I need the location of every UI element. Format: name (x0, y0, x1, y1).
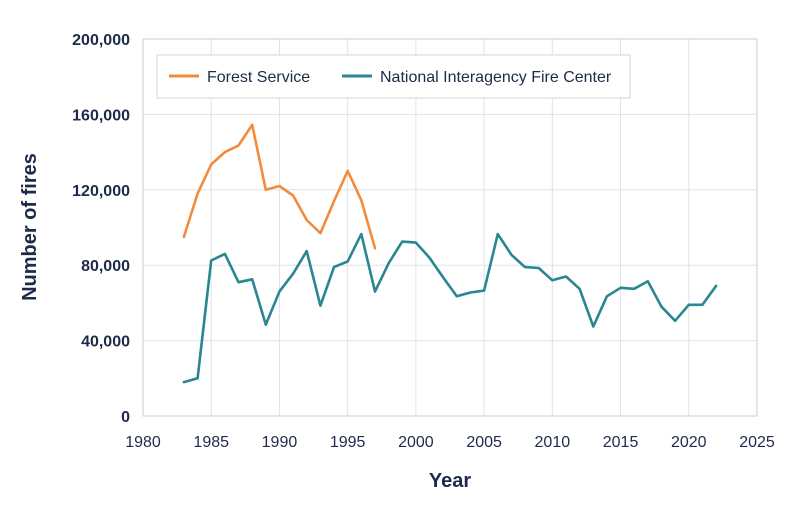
legend-label-forest-service: Forest Service (207, 69, 310, 86)
plot-area-frame (142, 38, 758, 417)
x-tick-label: 2010 (535, 434, 571, 451)
series-line-forest-service (182, 123, 377, 250)
y-axis-ticks: 0 40,000 80,000 120,000 160,000 200,000 (72, 32, 130, 426)
series-layer (182, 123, 718, 384)
y-tick-label: 0 (121, 409, 130, 426)
x-tick-label: 2000 (398, 434, 434, 451)
legend: Forest Service National Interagency Fire… (156, 54, 631, 99)
x-axis-ticks: 1980 1985 1990 1995 2000 2005 2010 2015 2020 2025 (125, 434, 775, 451)
y-tick-label: 160,000 (72, 107, 130, 124)
legend-label-nifc: National Interagency Fire Center (380, 69, 612, 86)
x-tick-label: 1995 (330, 434, 366, 451)
x-tick-label: 2005 (466, 434, 502, 451)
legend-box (156, 54, 631, 99)
y-tick-label: 200,000 (72, 32, 130, 49)
x-tick-label: 1980 (125, 434, 161, 451)
x-tick-label: 2020 (671, 434, 707, 451)
y-tick-label: 80,000 (81, 258, 130, 275)
x-axis-title: Year (429, 470, 471, 492)
x-tick-label: 2025 (739, 434, 775, 451)
series-line-nifc (182, 232, 718, 384)
x-tick-label: 1990 (262, 434, 298, 451)
x-tick-label: 1985 (193, 434, 229, 451)
y-tick-label: 120,000 (72, 183, 130, 200)
y-axis-title: Number of fires (19, 153, 41, 301)
x-tick-label: 2015 (603, 434, 639, 451)
y-tick-label: 40,000 (81, 334, 130, 351)
